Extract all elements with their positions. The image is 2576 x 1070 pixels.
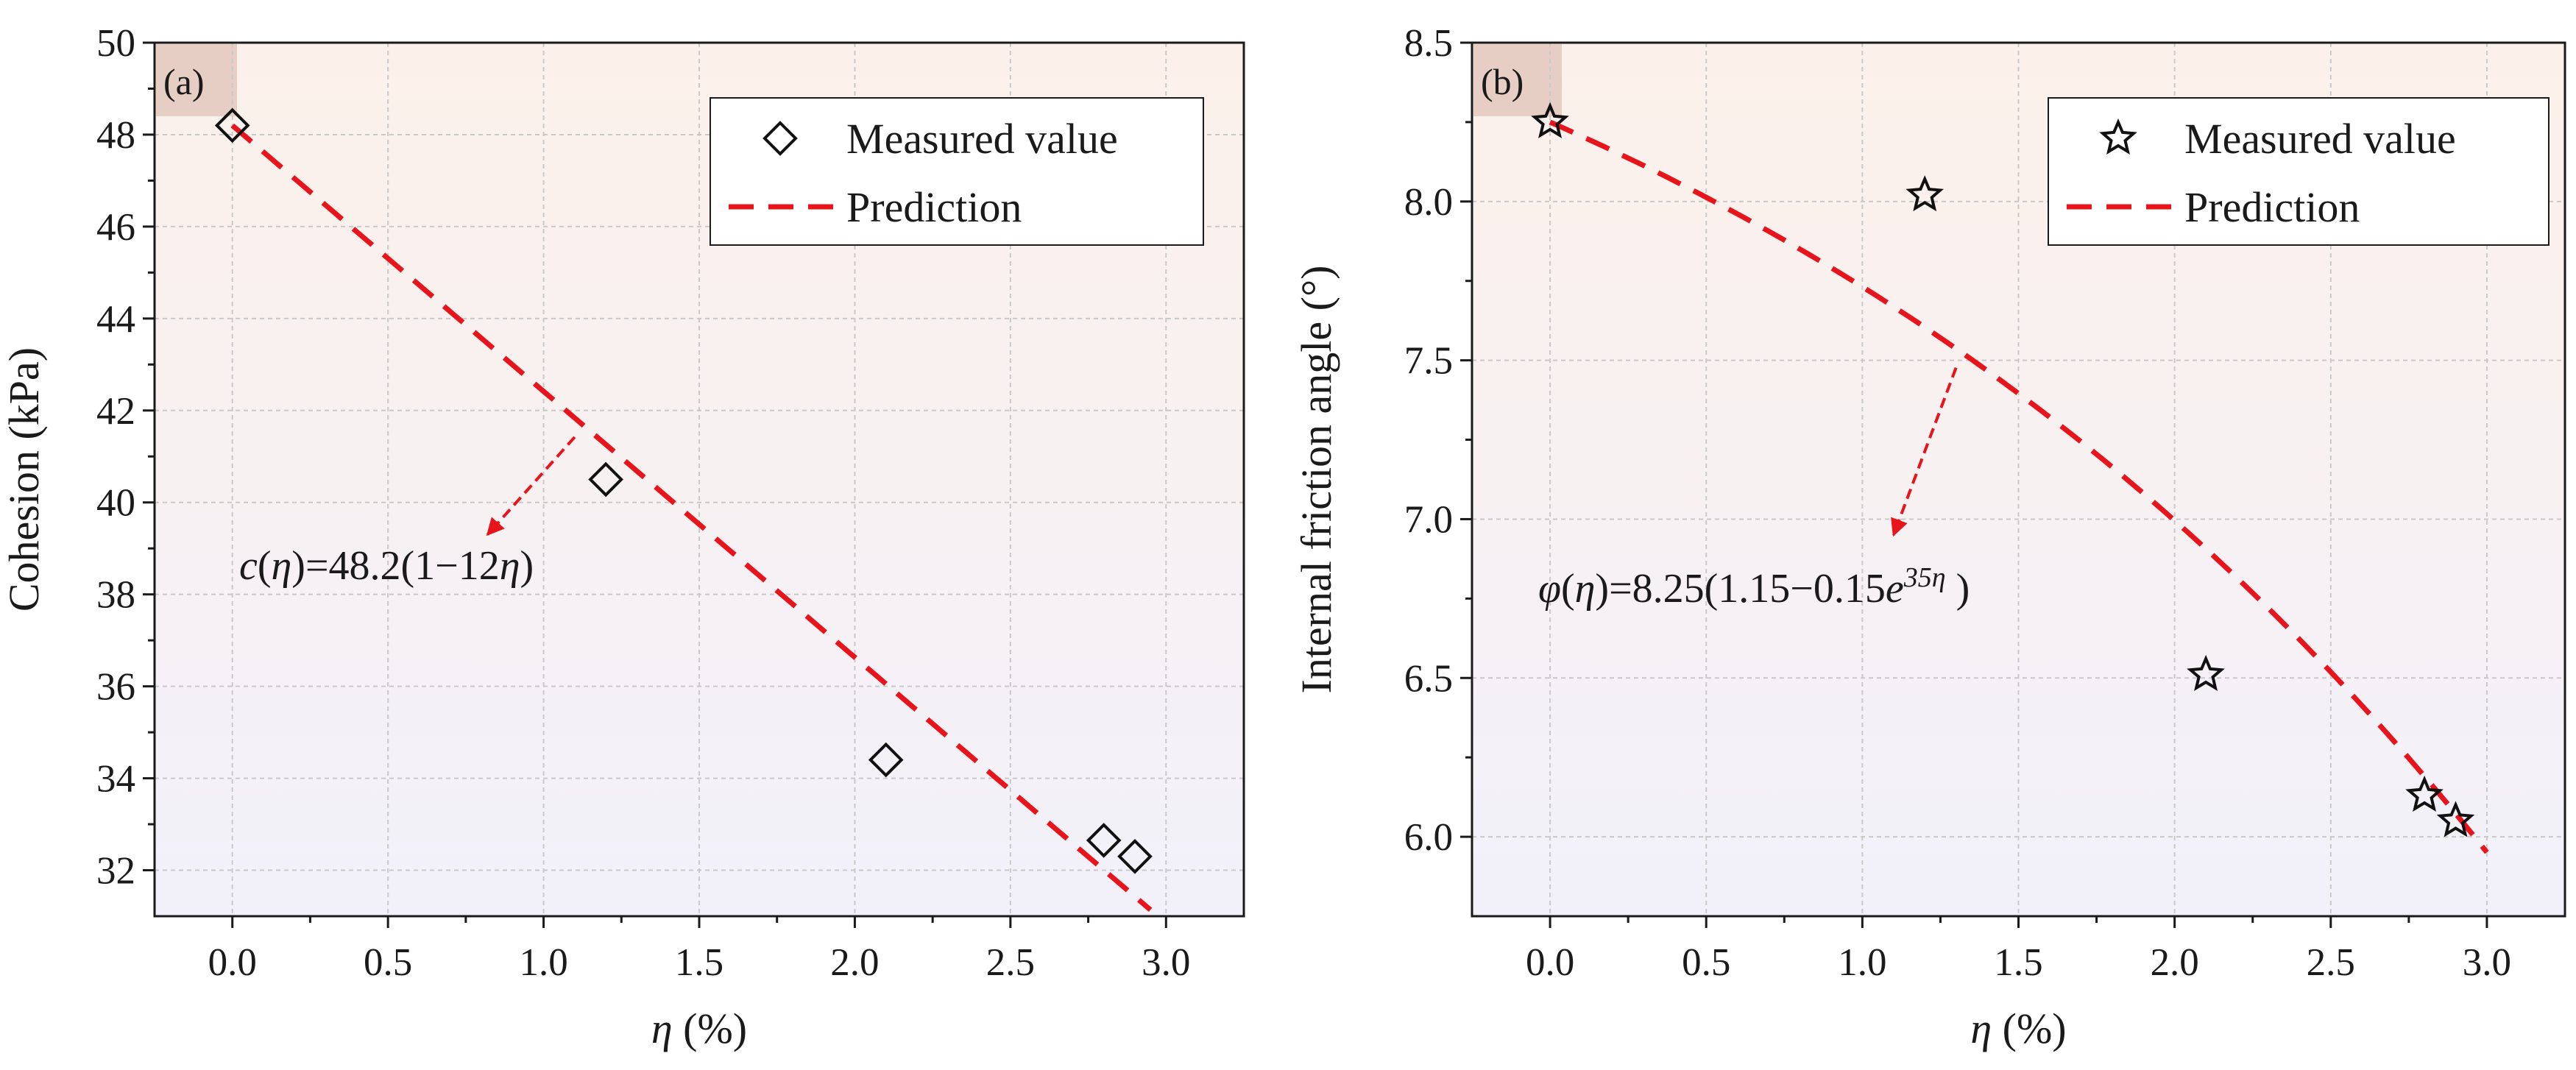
- measured-point: [1086, 823, 1122, 858]
- x-tick-label: 0.5: [364, 941, 412, 984]
- y-tick-label: 44: [96, 298, 135, 341]
- equation-label: φ(η)=8.25(1.15−0.15e35η ): [1538, 562, 1970, 612]
- legend-marker-measured: [2099, 118, 2137, 155]
- y-axis-title: Internal friction angle (°): [1292, 266, 1340, 694]
- legend-label-measured: Measured value: [846, 115, 1118, 163]
- measured-point: [588, 461, 623, 497]
- x-tick-label: 3.0: [2463, 941, 2511, 984]
- legend-label-measured: Measured value: [2184, 115, 2456, 163]
- annotation-arrow: [486, 436, 576, 536]
- x-tick-label: 2.5: [2307, 941, 2355, 984]
- panel-tag-shade: [1473, 44, 1562, 116]
- legend-label-prediction: Prediction: [2184, 183, 2360, 231]
- x-tick-label: 0.5: [1682, 941, 1730, 984]
- y-axis-title: Cohesion (kPa): [0, 347, 48, 612]
- measured-point: [1531, 102, 1569, 138]
- measured-point: [868, 742, 904, 778]
- cohesion-chart-panel: 0.0 0.5 1.0 1.5 2.0 2.5 3.0 32 34 36 38 40 42 44 46 48 5…: [0, 22, 1245, 1052]
- y-tick-label: 6.5: [1404, 657, 1453, 700]
- x-tick-label: 0.0: [1526, 941, 1574, 984]
- panel-tag-label: (a): [163, 61, 205, 102]
- legend-marker-measured: [762, 121, 798, 156]
- y-tick-label: 48: [96, 114, 135, 157]
- measured-point: [2187, 654, 2225, 691]
- y-tick-label: 40: [96, 482, 135, 525]
- annotation-arrow: [1891, 366, 1958, 537]
- x-axis-title: η (%): [1970, 1005, 2066, 1052]
- x-tick-label: 0.0: [208, 941, 257, 984]
- measured-point: [2436, 801, 2475, 837]
- panel-tag-shade: [156, 44, 237, 116]
- y-tick-label: 38: [96, 574, 135, 617]
- x-tick-label: 2.0: [830, 941, 879, 984]
- measured-point: [1906, 175, 1944, 212]
- panel-tag-label: (b): [1481, 61, 1524, 102]
- x-tick-label: 1.5: [1994, 941, 2042, 984]
- x-tick-label: 2.0: [2151, 941, 2199, 984]
- prediction-curve: [230, 123, 1153, 913]
- x-tick-label: 1.0: [1838, 941, 1886, 984]
- y-tick-label: 7.5: [1404, 340, 1453, 383]
- x-axis-title: η (%): [651, 1005, 747, 1052]
- y-tick-label: 8.5: [1404, 22, 1453, 65]
- y-tick-label: 50: [96, 22, 135, 65]
- y-tick-label: 8.0: [1404, 181, 1453, 224]
- equation-label: c(η)=48.2(1−12η): [239, 543, 534, 589]
- measured-point: [214, 107, 250, 144]
- y-tick-label: 7.0: [1404, 498, 1453, 541]
- x-tick-label: 1.5: [675, 941, 723, 984]
- y-tick-label: 46: [96, 206, 135, 249]
- y-tick-label: 34: [96, 758, 135, 801]
- y-tick-label: 6.0: [1404, 816, 1453, 859]
- legend-box: [710, 97, 1204, 246]
- prediction-curve: [1549, 119, 2489, 854]
- legend-label-prediction: Prediction: [846, 183, 1022, 231]
- x-tick-label: 1.0: [519, 941, 567, 984]
- y-tick-label: 36: [96, 666, 135, 709]
- y-tick-label: 32: [96, 850, 135, 893]
- measured-point: [1117, 838, 1153, 874]
- friction-angle-chart-panel: 0.0 0.5 1.0 1.5 2.0 2.5 3.0 6.0 6.5 7.0 7.5 8.0 8.5 η…: [1292, 22, 2566, 1052]
- measured-point: [2405, 775, 2444, 812]
- y-tick-label: 42: [96, 390, 135, 433]
- legend-box: [2048, 97, 2550, 246]
- x-tick-label: 3.0: [1142, 941, 1190, 984]
- x-tick-label: 2.5: [986, 941, 1035, 984]
